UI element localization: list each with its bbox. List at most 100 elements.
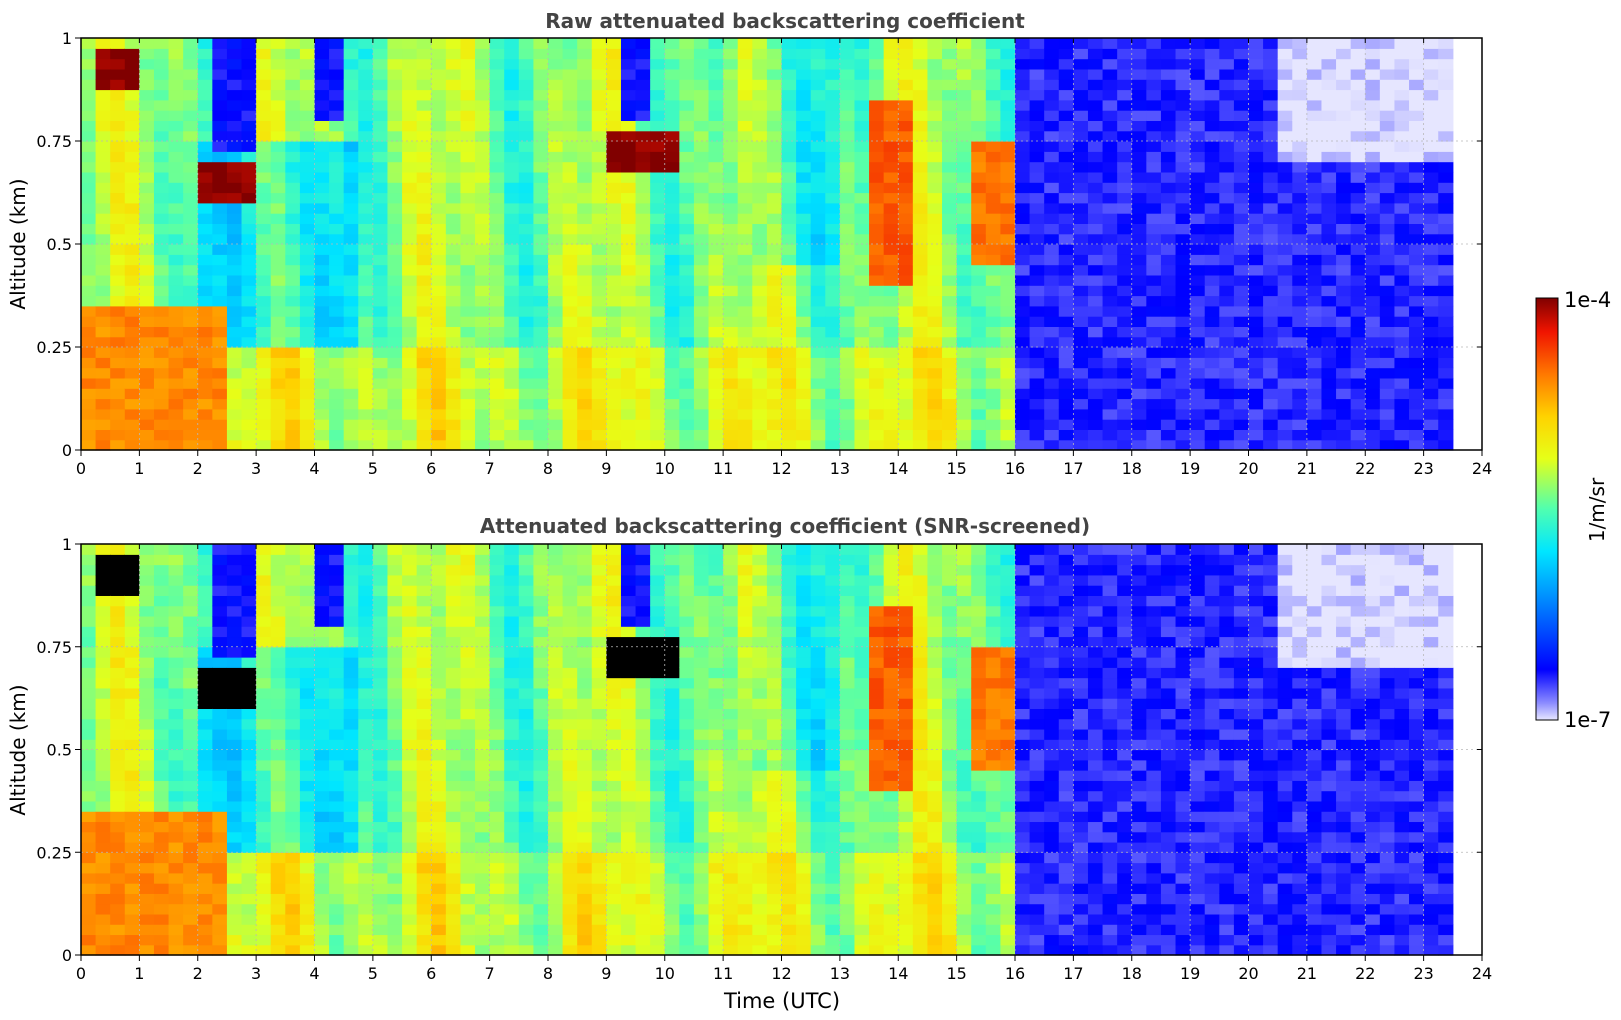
heatmap-cell (533, 182, 549, 194)
heatmap-cell (402, 595, 418, 607)
heatmap-cell (1365, 316, 1381, 327)
heatmap-cell (1321, 316, 1337, 327)
heatmap-cell (1160, 439, 1177, 451)
heatmap-cell (110, 254, 126, 266)
heatmap-cell (110, 544, 126, 555)
heatmap-cell (839, 388, 856, 400)
heatmap-cell (416, 38, 432, 49)
heatmap-cell (299, 110, 316, 121)
heatmap-cell (475, 657, 491, 668)
heatmap-cell (1131, 233, 1147, 245)
heatmap-cell (1160, 254, 1177, 266)
heatmap-cell (387, 120, 403, 132)
heatmap-cell (445, 161, 462, 173)
heatmap-cell (431, 357, 447, 369)
heatmap-cell (708, 120, 724, 132)
heatmap-cell (971, 141, 987, 152)
heatmap-cell (869, 377, 885, 389)
heatmap-cell (372, 213, 389, 224)
heatmap-cell (883, 171, 899, 183)
heatmap-cell (314, 48, 330, 60)
heatmap-cell (1350, 419, 1366, 430)
heatmap-cell (562, 68, 578, 80)
heatmap-cell (343, 862, 359, 874)
heatmap-cell (752, 223, 768, 235)
heatmap-cell (650, 38, 666, 49)
heatmap-cell (869, 285, 885, 297)
heatmap-cell (810, 110, 826, 121)
heatmap-cell (781, 48, 797, 60)
heatmap-cell (110, 698, 126, 710)
heatmap-cell (752, 99, 768, 111)
heatmap-cell (1219, 419, 1235, 430)
heatmap-cell (1365, 388, 1381, 400)
heatmap-cell (1044, 274, 1060, 286)
heatmap-cell (460, 677, 476, 689)
heatmap-cell (402, 223, 418, 235)
heatmap-cell (956, 367, 972, 379)
heatmap-cell (95, 161, 111, 173)
heatmap-cell (577, 357, 593, 369)
heatmap-cell (606, 233, 622, 245)
heatmap-cell (358, 244, 374, 255)
heatmap-cell (475, 99, 491, 111)
heatmap-cell (489, 89, 505, 101)
heatmap-cell (1219, 336, 1235, 348)
heatmap-cell (110, 564, 126, 576)
heatmap-cell (1306, 419, 1323, 430)
heatmap-cell (1117, 357, 1133, 369)
heatmap-cell (153, 151, 170, 163)
heatmap-cell (898, 388, 914, 400)
heatmap-cell (168, 636, 184, 648)
heatmap-cell (153, 38, 170, 49)
heatmap-cell (95, 68, 111, 80)
heatmap-cell (1131, 48, 1147, 60)
heatmap-cell (869, 120, 885, 132)
heatmap-cell (445, 718, 462, 730)
heatmap-cell (1190, 110, 1206, 121)
heatmap-cell (358, 377, 374, 389)
heatmap-cell (971, 419, 987, 430)
heatmap-cell (1365, 213, 1381, 224)
heatmap-cell (372, 110, 389, 121)
heatmap-cell (533, 48, 549, 60)
heatmap-cell (781, 254, 797, 266)
heatmap-cell (1087, 202, 1104, 214)
heatmap-cell (620, 79, 637, 91)
heatmap-cell (927, 171, 943, 183)
heatmap-cell (372, 800, 389, 812)
heatmap-cell (1365, 264, 1381, 276)
heatmap-cell (1248, 295, 1264, 307)
heatmap-cell (1233, 336, 1250, 348)
heatmap-cell (504, 151, 520, 163)
heatmap-cell (985, 398, 1001, 410)
heatmap-cell (504, 202, 520, 214)
heatmap-cell (518, 326, 534, 338)
heatmap-cell (226, 264, 243, 276)
heatmap-cell (241, 254, 257, 266)
heatmap-cell (241, 934, 257, 946)
heatmap-cell (475, 698, 491, 710)
heatmap-cell (95, 151, 111, 163)
heatmap-cell (1131, 295, 1147, 307)
heatmap-cell (1233, 130, 1250, 142)
heatmap-cell (1058, 192, 1074, 204)
heatmap-cell (314, 770, 330, 781)
heatmap-cell (956, 68, 972, 80)
heatmap-cell (927, 367, 943, 379)
heatmap-cell (752, 347, 768, 358)
heatmap-cell (1248, 130, 1264, 142)
heatmap-cell (343, 213, 359, 224)
heatmap-cell (898, 398, 914, 410)
heatmap-cell (606, 305, 622, 317)
heatmap-cell (1160, 408, 1177, 420)
heatmap-cell (533, 192, 549, 204)
heatmap-cell (95, 130, 111, 142)
heatmap-cell (1000, 182, 1016, 194)
heatmap-cell (1175, 182, 1191, 194)
heatmap-cell (533, 429, 549, 441)
heatmap-cell (752, 58, 768, 70)
heatmap-cell (1233, 439, 1250, 451)
heatmap-cell (504, 429, 520, 441)
heatmap-cell (898, 295, 914, 307)
